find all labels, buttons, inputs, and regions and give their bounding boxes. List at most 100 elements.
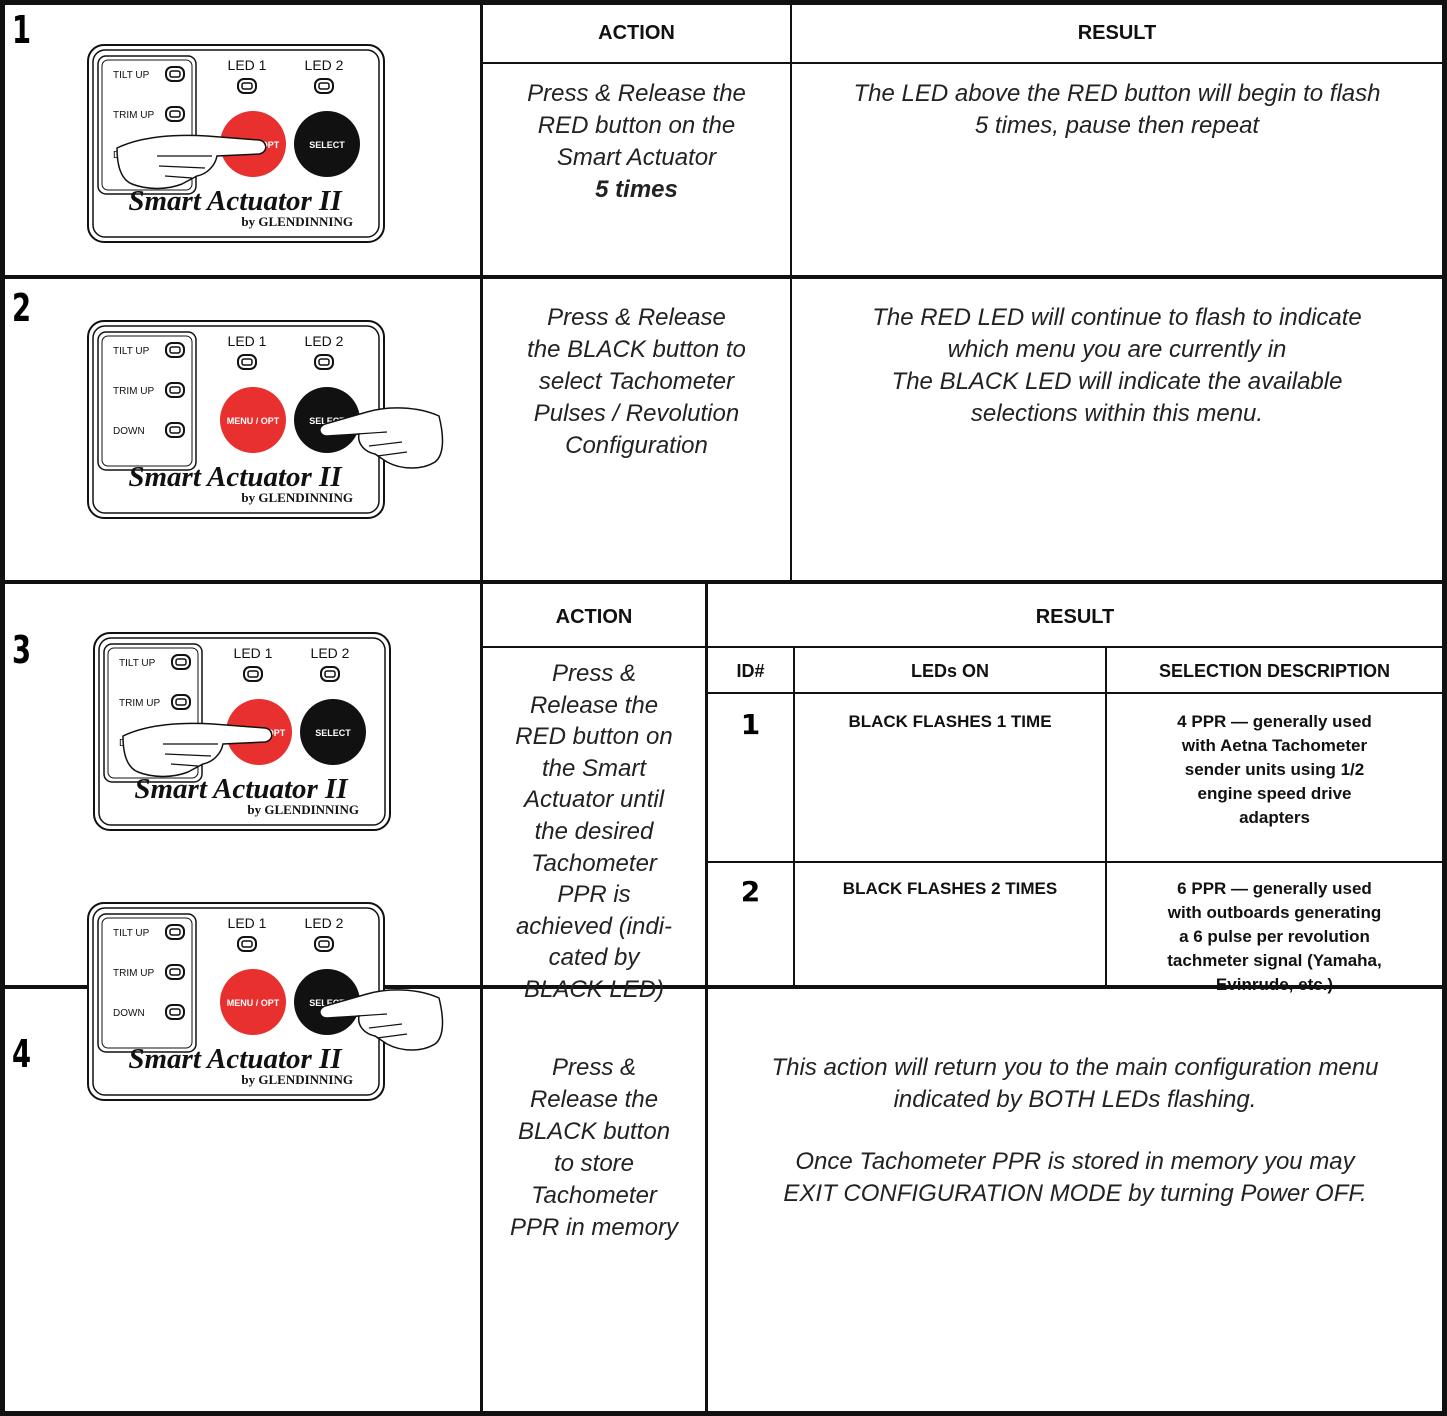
led-icon — [165, 382, 185, 398]
action-text: PPR is — [557, 881, 631, 909]
column-header: RESULT — [1077, 22, 1157, 44]
leds-on: BLACK FLASHES 2 TIMES — [842, 879, 1058, 898]
button-label: DOWN — [113, 1008, 145, 1019]
selection-description: with Aetna Tachometer — [1181, 736, 1368, 755]
led-label: LED 1 — [228, 915, 267, 931]
rule-line — [483, 646, 1447, 648]
action-text: cated by — [548, 944, 640, 972]
trim-panel — [97, 331, 197, 471]
led-label: LED 2 — [305, 915, 344, 931]
button-label: TRIM UP — [113, 968, 154, 979]
button-text: MENU / OPT — [227, 998, 280, 1008]
maker-name: by GLENDINNING — [241, 214, 353, 229]
result-text: EXIT CONFIGURATION MODE by turning Power… — [783, 1180, 1367, 1207]
led-icon — [165, 422, 185, 438]
button-text: MENU / OPT — [227, 416, 280, 426]
led-icon — [169, 1008, 181, 1016]
result-text: 5 times, pause then repeat — [974, 112, 1260, 139]
led-icon — [169, 426, 181, 434]
led-icon — [169, 346, 181, 354]
button-label: DOWN — [113, 426, 145, 437]
action-text: to store — [553, 1150, 635, 1177]
pointing-hand — [319, 989, 444, 1051]
rule-line — [790, 0, 792, 580]
led-icon — [169, 386, 181, 394]
action-text: Smart Actuator — [556, 144, 717, 171]
selection-description: a 6 pulse per revolution — [1179, 927, 1370, 946]
led-icon — [314, 354, 334, 370]
button-label: TRIM UP — [113, 386, 154, 397]
selection-id: 2 — [740, 875, 761, 908]
action-text: RED button on — [515, 723, 673, 751]
pointing-hand — [319, 407, 444, 469]
led-icon — [165, 342, 185, 358]
led-icon — [318, 82, 330, 90]
smart-actuator-illustration: TILT UP TRIM UP DOWN LED 1 LED 2 MENU / OPT SE… — [87, 902, 444, 1101]
led-label: LED 2 — [305, 333, 344, 349]
trim-panel — [101, 917, 193, 1049]
rule-line — [0, 1411, 1447, 1416]
rule-line — [705, 584, 708, 1416]
device-outline — [92, 49, 380, 238]
button-label: TILT UP — [113, 346, 150, 357]
trim-panel — [101, 335, 193, 467]
pointing-hand — [116, 134, 267, 190]
led-icon — [165, 1004, 185, 1020]
action-text: RED button on the — [537, 112, 736, 139]
led-icon — [237, 78, 257, 94]
action-text: Press & Release the — [527, 80, 746, 107]
action-text: Actuator until — [523, 786, 665, 814]
led-icon — [165, 66, 185, 82]
rule-line — [708, 692, 1447, 694]
led-icon — [171, 654, 191, 670]
rule-line — [0, 0, 1447, 5]
selection-description: with outboards generating — [1167, 903, 1382, 922]
action-text: achieved (indi- — [515, 912, 673, 940]
button-label: TILT UP — [119, 658, 156, 669]
result-text: This action will return you to the main … — [771, 1054, 1379, 1081]
action-text: Pulses / Revolution — [533, 400, 740, 427]
brand-name: Smart Actuator II — [128, 1043, 343, 1075]
trim-panel — [107, 647, 199, 779]
rule-line — [708, 861, 1447, 863]
action-text: the BLACK button to — [527, 336, 746, 363]
button-text: SELECT — [309, 416, 345, 426]
action-text: Press & — [551, 660, 637, 687]
rule-line — [1105, 648, 1107, 985]
rule-line — [793, 648, 795, 985]
action-text: Press & — [551, 1054, 637, 1081]
select-button — [300, 699, 366, 765]
column-header: ACTION — [555, 606, 633, 628]
rule-line — [483, 62, 1447, 64]
result-text: The BLACK LED will indicate the availabl… — [891, 368, 1343, 395]
maker-name: by GLENDINNING — [241, 490, 353, 505]
led-icon — [320, 666, 340, 682]
result-text: selections within this menu. — [970, 400, 1264, 427]
led-icon — [314, 936, 334, 952]
led-icon — [237, 354, 257, 370]
table-header: LEDs ON — [910, 661, 989, 681]
button-label: TRIM UP — [119, 698, 160, 709]
led-icon — [169, 968, 181, 976]
trim-panel — [97, 913, 197, 1053]
selection-description: engine speed drive — [1197, 784, 1352, 803]
step-number: 1 — [12, 8, 32, 52]
step-number: 4 — [12, 1032, 32, 1076]
rule-line — [0, 275, 1447, 279]
result-text: Once Tachometer PPR is stored in memory … — [795, 1148, 1355, 1175]
led-icon — [318, 940, 330, 948]
brand-name: Smart Actuator II — [134, 773, 349, 805]
action-text: BLACK button — [517, 1118, 671, 1145]
led-icon — [243, 666, 263, 682]
selection-description: tachmeter signal (Yamaha, — [1167, 951, 1382, 970]
action-text: Tachometer — [531, 849, 657, 877]
led-icon — [314, 78, 334, 94]
hand-detail — [356, 431, 408, 457]
result-text: The RED LED will continue to flash to in… — [872, 304, 1362, 331]
smart-actuator-illustration: TILT UP TRIM UP DOWN LED 1 LED 2 MENU / OPT SE… — [87, 320, 444, 519]
rule-line — [480, 0, 483, 1416]
action-text: Release the — [529, 1086, 659, 1113]
trim-panel — [103, 643, 203, 783]
selection-description: adapters — [1239, 808, 1310, 827]
